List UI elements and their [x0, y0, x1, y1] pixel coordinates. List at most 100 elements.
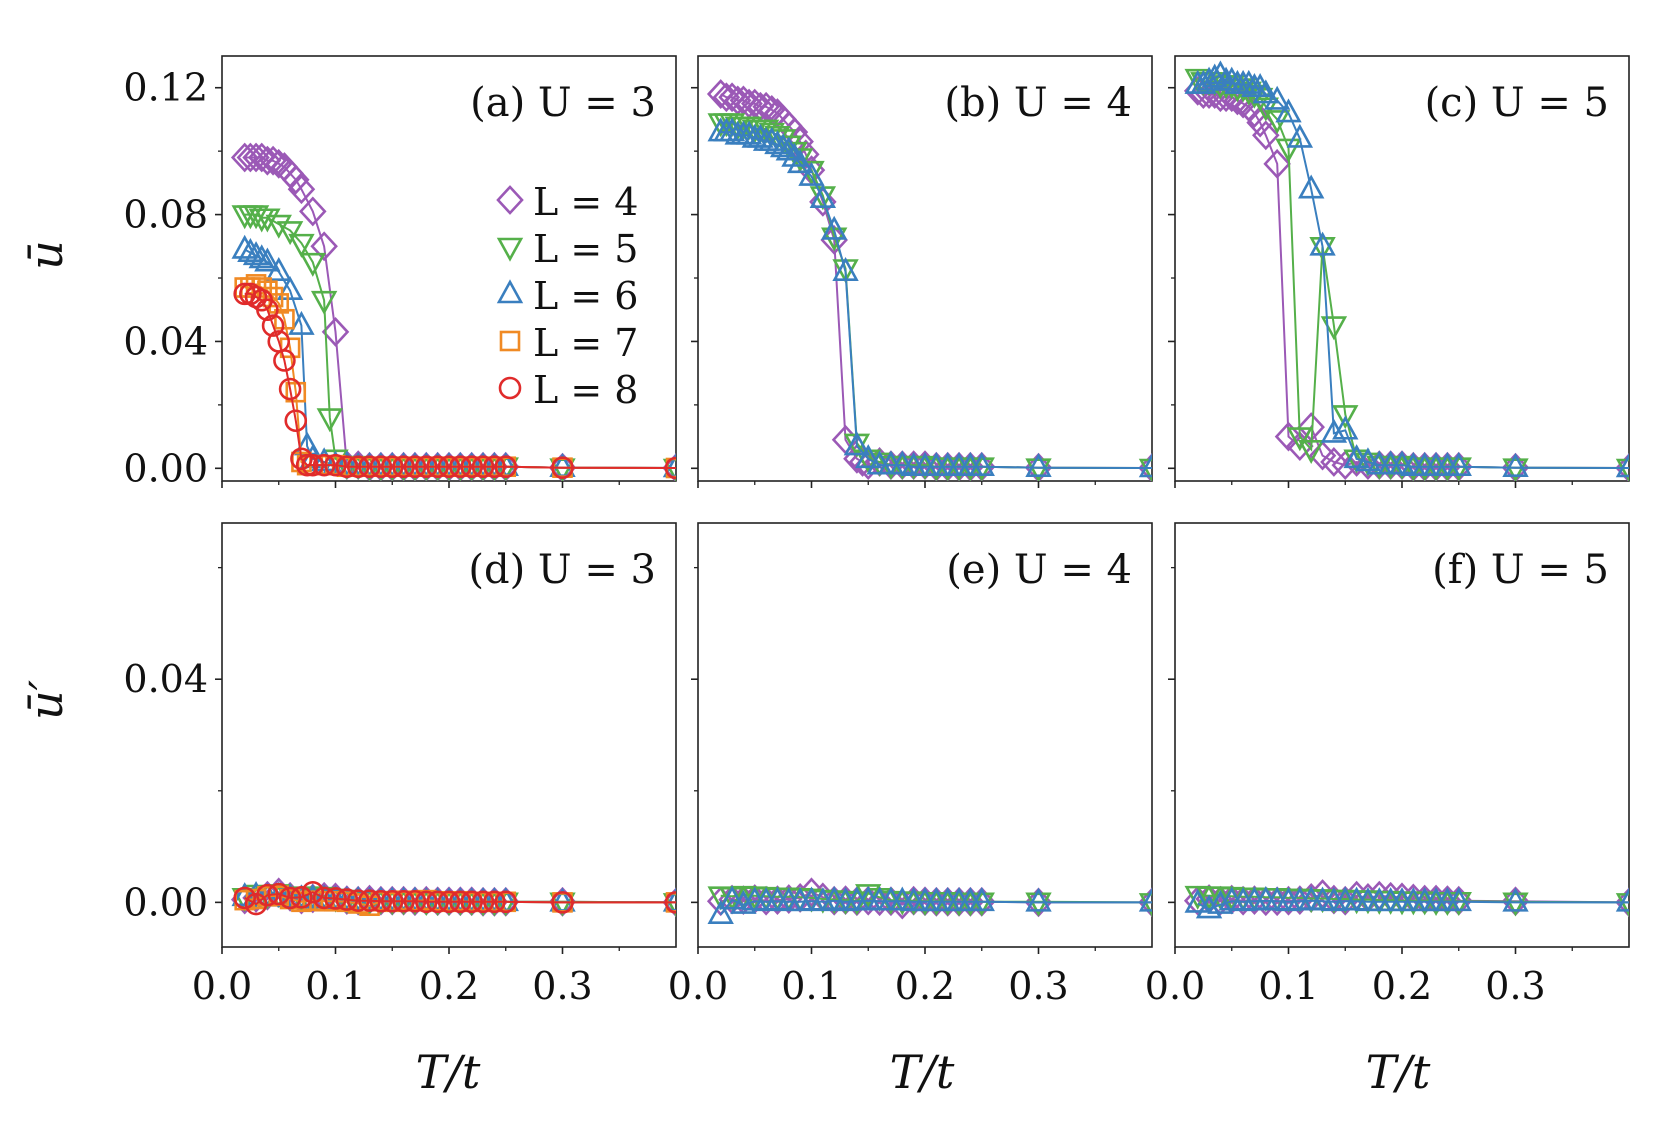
- y-tick-label: 0.04: [123, 319, 208, 363]
- panel-c-label: (c) U = 5: [1425, 80, 1609, 126]
- panel-f-series-l-6-point: [1445, 887, 1472, 912]
- y-tick-label: 0.08: [123, 193, 208, 237]
- panel-a-series-l-8-point: [312, 453, 336, 477]
- panel-d-series-l-8-point: [551, 891, 574, 914]
- panel-a-series-l-4-point: [299, 196, 327, 227]
- panel-a-series-l-6-point: [254, 247, 281, 272]
- panel-c-series-group: [1183, 60, 1629, 481]
- panel-b-series-l-5-point: [968, 457, 995, 481]
- y-tick-label: 0.00: [123, 880, 208, 924]
- panel-c-series-l-6-point: [1252, 79, 1279, 104]
- panel-a-series-l-5-point: [288, 233, 315, 258]
- panel-e: 0.0 0.1 0.2 0.3 (e) U = 4: [668, 522, 1153, 1008]
- panel-a-series-l-6-point: [231, 234, 258, 259]
- panel-b-series-l-5-point: [1138, 458, 1152, 481]
- panel-c-series-l-5-point: [1286, 427, 1314, 452]
- panel-d-series-l-8-point: [414, 890, 438, 914]
- panel-a-series-l-4-point: [264, 148, 293, 179]
- panel-d-series-l-8-point: [380, 889, 404, 913]
- panel-c-series-l-6-point: [1275, 98, 1302, 123]
- panel-c-series-l-5-point: [1332, 405, 1359, 430]
- panel-d-series-l-8-point: [267, 882, 291, 906]
- panel-e-series-l-5-point: [855, 884, 882, 909]
- panel-a-series-l-8-point: [494, 455, 518, 479]
- panel-e-series-l-6-point: [1138, 887, 1152, 912]
- legend-marker-l-8: [498, 376, 522, 400]
- panel-d-series-l-8-point: [312, 886, 336, 910]
- panel-d-series-l-8-point: [278, 886, 302, 910]
- panel-d-series-l-8-point: [494, 890, 518, 914]
- legend: L = 4 L = 5 L = 6 L = 7 L = 8: [496, 180, 638, 412]
- panel-d-series-l-8-point: [324, 887, 347, 910]
- panel-d-series-l-6-point: [662, 887, 676, 912]
- panel-c-series-l-4-point: [1246, 107, 1274, 138]
- panel-c-series-l-4-point: [1240, 98, 1269, 129]
- panel-c-series-l-6-point: [1286, 123, 1314, 148]
- panel-e-series-l-5-point: [968, 892, 995, 917]
- panel-a-series-l-8-point: [346, 455, 370, 479]
- panel-b-series-l-6-point: [781, 142, 808, 167]
- panel-c-series-l-6-line: [1197, 73, 1629, 469]
- x-tick-label: 0.2: [1372, 964, 1432, 1008]
- x-tick-label: 0.0: [1145, 964, 1205, 1008]
- panel-a-series-l-6-point: [265, 256, 292, 281]
- panel-a-series-l-8-point: [295, 453, 319, 477]
- panel-d-series-l-8-point: [664, 891, 676, 914]
- panel-a-series-l-8-point: [256, 298, 279, 322]
- panel-a-series-l-8-point: [261, 314, 285, 337]
- panel-b-series-l-6-point: [764, 130, 791, 155]
- panel-a-series-l-8-point: [301, 453, 325, 477]
- legend-label-l6: L = 6: [533, 274, 638, 318]
- panel-a-series-l-8-point: [426, 455, 449, 479]
- panel-f-series-l-5-point: [1502, 892, 1529, 917]
- plots-layer: 0.00 0.04 0.08 0.12 (a) U = 3 (b) U = 4 (c) U …: [123, 55, 1630, 1008]
- legend-marker-l-6: [496, 279, 524, 304]
- panel-c-series-l-5-point: [1298, 439, 1325, 464]
- panel-c-series-l-6-point: [1207, 60, 1234, 85]
- panel-a-series-l-7-point: [262, 286, 284, 308]
- panel-e-label: (e) U = 4: [946, 547, 1132, 593]
- panel-d-series-l-8-point: [426, 890, 449, 914]
- panel-a-series-l-4-point: [282, 164, 310, 195]
- panel-f-label: (f) U = 5: [1432, 547, 1609, 593]
- panel-c-series-l-6-point: [1263, 85, 1291, 110]
- legend-label-l5: L = 5: [533, 227, 638, 271]
- panel-f-series-l-6-point: [1207, 889, 1234, 914]
- panel-b-series-l-6-point: [832, 256, 859, 281]
- panel-e-series-l-5-point: [1138, 893, 1152, 918]
- panel-f-series-l-6-point: [1615, 887, 1629, 912]
- panel-b-series-l-6-point: [775, 136, 802, 161]
- panel-b-series-l-6-point: [1025, 452, 1052, 477]
- panel-f-series-l-6-point: [1195, 894, 1223, 919]
- y-tick-label: 0.12: [123, 66, 208, 110]
- panel-c-series-l-6-point: [1235, 69, 1262, 94]
- x-tick-label: 0.1: [1258, 964, 1318, 1008]
- panel-f-series-group: [1183, 879, 1629, 919]
- panel-c-series-l-6-point: [1615, 453, 1629, 478]
- panel-c-series-l-6-point: [1343, 444, 1370, 469]
- panel-c-series-l-5-point: [1445, 457, 1472, 481]
- panel-b-series-l-6-point: [747, 123, 774, 148]
- panel-a-series-l-8-point: [460, 455, 484, 479]
- panel-c-series-l-6-point: [1354, 447, 1382, 472]
- panel-a-series-l-8-point: [273, 349, 296, 372]
- panel-b-series-l-6-point: [968, 452, 995, 477]
- panel-e-series-l-6-point: [1025, 887, 1052, 912]
- y-axis-title-bottom: ū′: [19, 679, 73, 720]
- panel-f-series-l-6-point: [1184, 888, 1211, 913]
- panel-a-series-l-6-point: [248, 244, 275, 269]
- panel-c-series-l-5-point: [1502, 458, 1529, 481]
- panel-a-series-l-8-point: [278, 377, 302, 401]
- panel-b-series-l-6-point: [809, 184, 837, 209]
- panel-f-series-l-6-point: [1502, 887, 1529, 912]
- panel-c-series-l-6-point: [1445, 452, 1472, 477]
- panel-a-series-l-8-point: [551, 456, 574, 479]
- panel-a-series-l-4-point: [310, 231, 338, 262]
- panel-a-series-l-5-point: [310, 290, 338, 315]
- panel-a-series-l-5-point: [299, 252, 326, 277]
- panel-e-series-l-6-point: [968, 887, 995, 912]
- panel-d: 0.00 0.04 0.0 0.1 0.2 0.3 (d) U = 3: [123, 522, 677, 1008]
- panel-a: 0.00 0.04 0.08 0.12 (a) U = 3: [123, 55, 677, 490]
- panel-c-series-l-6-point: [1195, 66, 1223, 91]
- panel-b-series-group: [706, 79, 1152, 481]
